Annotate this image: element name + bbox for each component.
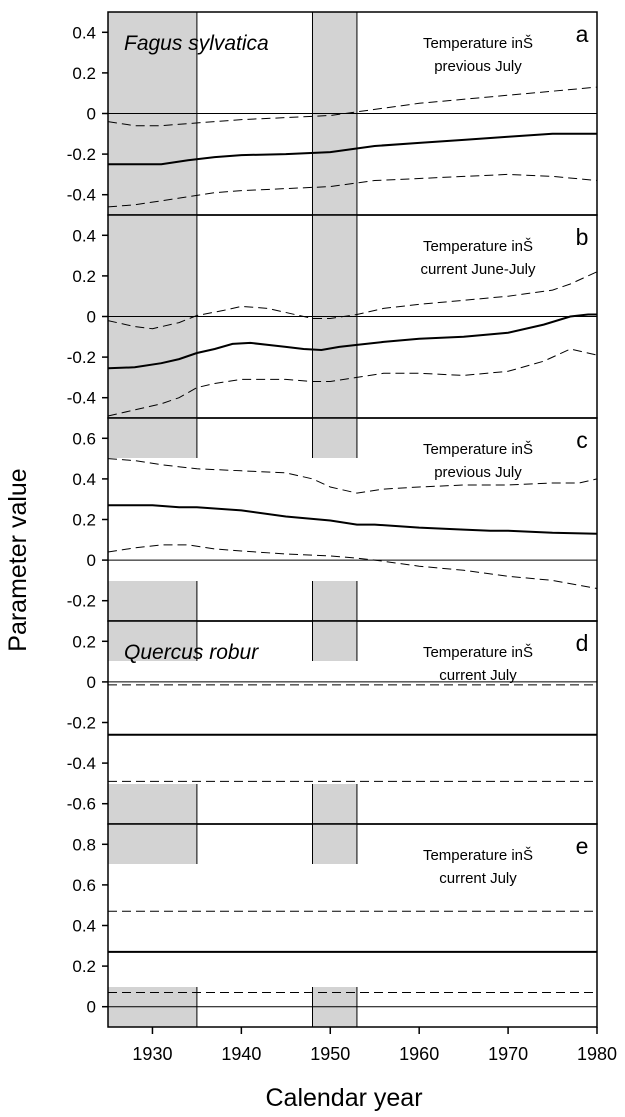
annotation-line: current July <box>439 667 517 684</box>
y-tick-label: 0.4 <box>72 470 96 489</box>
y-tick-label: 0.4 <box>72 226 96 245</box>
annotation-line: current June-July <box>420 261 536 278</box>
annotation-line: Temperature inŠ <box>423 847 533 864</box>
y-axis-label: Parameter value <box>4 468 32 651</box>
y-tick-label: -0.4 <box>67 186 96 205</box>
panel-b: -0.4 -0.2 0 0.2 0.4 b Temperature inŠ current J… <box>67 214 598 419</box>
y-tick-label: -0.6 <box>67 795 96 814</box>
species-label: Quercus robur <box>124 641 259 664</box>
panel-c: -0.2 0 0.2 0.4 0.6 c Temperature inŠ previous J… <box>67 417 598 622</box>
y-tick-label: 0.6 <box>72 429 96 448</box>
x-tick-label: 1950 <box>310 1044 350 1064</box>
series-solid-2 <box>108 132 597 166</box>
shaded-period-2-upper <box>312 418 357 458</box>
x-axis: 1930 1940 1950 1960 1970 1980 <box>132 1027 617 1064</box>
y-tick-label: 0.2 <box>72 632 96 651</box>
y-tick-label: 0.4 <box>72 917 96 936</box>
x-tick-label: 1960 <box>399 1044 439 1064</box>
annotation-line: Temperature inŠ <box>423 238 533 255</box>
y-tick-label: 0.4 <box>72 23 96 42</box>
y-tick-label: -0.2 <box>67 348 96 367</box>
panel-letter: c <box>576 427 588 453</box>
shaded-period-1-upper <box>108 621 197 661</box>
chart-panels: -0.4 -0.2 0 0.2 0.4 Fagus sylvatica a Temperatu… <box>67 11 598 1028</box>
shaded-period-2-upper <box>312 824 357 864</box>
series-solid-2 <box>108 504 598 535</box>
x-tick-label: 1970 <box>488 1044 528 1064</box>
annotation-line: current July <box>439 870 517 887</box>
panel-e: 0 0.2 0.4 0.6 0.8 e Temperature inŠ current Jul… <box>72 823 598 1028</box>
series-dashed-3 <box>107 544 598 589</box>
annotation-line: Temperature inŠ <box>423 441 533 458</box>
y-tick-label: 0.6 <box>72 876 96 895</box>
series-solid-2 <box>107 313 597 370</box>
annotation-line: Temperature inŠ <box>423 644 533 661</box>
shaded-period-2-lower <box>312 784 357 824</box>
y-tick-label: -0.2 <box>67 145 96 164</box>
y-tick-label: 0.2 <box>72 64 96 83</box>
panel-letter: a <box>576 21 589 47</box>
x-tick-label: 1940 <box>221 1044 261 1064</box>
panel-letter: b <box>576 224 589 250</box>
x-tick-label: 1930 <box>132 1044 172 1064</box>
shaded-period-1-upper <box>108 418 197 458</box>
y-tick-label: 0.2 <box>72 511 96 530</box>
y-tick-label: -0.4 <box>67 389 96 408</box>
series-dashed-3 <box>107 173 598 208</box>
shaded-period-1-lower <box>108 784 197 824</box>
shaded-period-2-lower <box>312 581 357 621</box>
x-tick-label: 1980 <box>577 1044 617 1064</box>
annotation-line: Temperature inŠ <box>423 35 533 52</box>
y-tick-label: 0 <box>87 105 96 124</box>
x-axis-label: Calendar year <box>265 1084 422 1112</box>
shaded-period-1-lower <box>108 581 197 621</box>
y-tick-label: 0 <box>87 998 96 1017</box>
shaded-period-1-upper <box>108 824 197 864</box>
y-tick-label: -0.4 <box>67 754 96 773</box>
annotation-line: previous July <box>434 58 522 75</box>
y-tick-label: 0.8 <box>72 835 96 854</box>
y-tick-label: 0.2 <box>72 267 96 286</box>
y-tick-label: -0.2 <box>67 592 96 611</box>
panel-a: -0.4 -0.2 0 0.2 0.4 Fagus sylvatica a Temperatu… <box>67 11 598 216</box>
y-tick-label: 0.2 <box>72 957 96 976</box>
annotation-line: previous July <box>434 464 522 481</box>
panel-letter: d <box>576 630 589 656</box>
y-tick-label: 0 <box>87 551 96 570</box>
y-tick-label: -0.2 <box>67 714 96 733</box>
panel-letter: e <box>576 833 589 859</box>
series-dashed-3 <box>107 348 598 417</box>
y-tick-label: 0 <box>87 308 96 327</box>
species-label: Fagus sylvatica <box>124 32 269 55</box>
series-dashed-1 <box>107 458 598 494</box>
y-tick-label: 0 <box>87 673 96 692</box>
series-dashed-1 <box>107 271 598 330</box>
shaded-period-2-upper <box>312 621 357 661</box>
panel-d: -0.6 -0.4 -0.2 0 0.2 Quercus robur d Temperatur… <box>67 620 598 825</box>
series-dashed-1 <box>107 86 598 127</box>
